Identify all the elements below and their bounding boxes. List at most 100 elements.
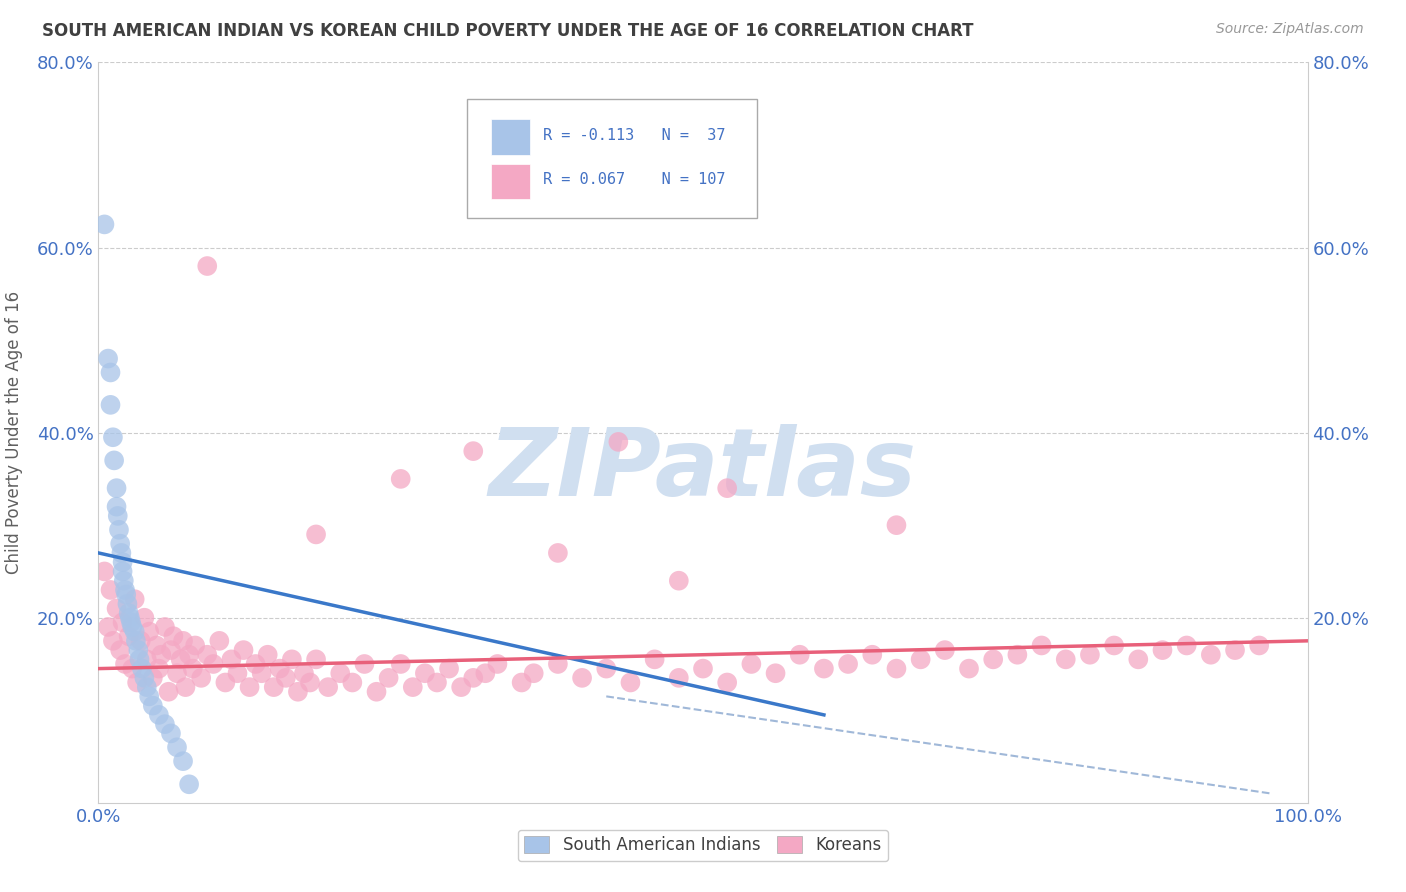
Point [101,430,124,444]
Point [413,666,436,681]
FancyBboxPatch shape [492,120,530,155]
Point [111,555,134,569]
Point [402,680,425,694]
Point [1223,643,1246,657]
Point [789,648,811,662]
Point [135,680,157,694]
Point [202,657,225,671]
Point [111,615,134,630]
Point [716,481,738,495]
Point [523,666,546,681]
Point [150,648,173,662]
Point [105,481,128,495]
Point [1175,639,1198,653]
Point [860,648,883,662]
Point [124,624,146,639]
Point [644,652,666,666]
Point [121,620,143,634]
Point [263,680,285,694]
Point [740,657,762,671]
Point [221,652,243,666]
Point [145,639,167,653]
Point [571,671,593,685]
Point [121,662,143,676]
Point [232,643,254,657]
Point [389,472,412,486]
Point [195,259,218,273]
Point [181,662,204,676]
Point [93,565,115,579]
Point [837,657,859,671]
Point [110,546,132,560]
Point [127,675,149,690]
Point [97,351,120,366]
Point [153,717,176,731]
Point [128,652,150,666]
Point [138,690,160,704]
Point [184,639,207,653]
Point [179,648,201,662]
Point [179,777,201,791]
Point [463,444,485,458]
Point [105,500,128,514]
Point [120,615,142,630]
Point [100,398,122,412]
Point [129,633,152,648]
Point [135,652,157,666]
Point [103,453,125,467]
Point [1128,652,1150,666]
Point [1078,648,1101,662]
Point [226,666,249,681]
Point [108,536,131,550]
Point [287,685,309,699]
Point [142,698,165,713]
Point [547,657,569,671]
Point [108,523,131,537]
Point [668,671,690,685]
Text: R = 0.067    N = 107: R = 0.067 N = 107 [543,172,725,187]
Text: SOUTH AMERICAN INDIAN VS KOREAN CHILD POVERTY UNDER THE AGE OF 16 CORRELATION CH: SOUTH AMERICAN INDIAN VS KOREAN CHILD PO… [42,22,974,40]
Text: ZIPatlas: ZIPatlas [489,424,917,516]
Point [765,666,787,681]
Point [131,662,153,676]
Point [1152,643,1174,657]
Point [239,680,262,694]
Point [281,652,304,666]
Point [134,610,156,624]
Point [269,662,291,676]
Point [118,610,141,624]
Point [114,657,136,671]
Point [1031,639,1053,653]
Point [138,624,160,639]
Point [1007,648,1029,662]
Point [342,675,364,690]
Point [100,582,122,597]
Point [157,685,180,699]
Point [195,648,218,662]
Point [101,633,124,648]
Point [668,574,690,588]
Point [153,620,176,634]
Point [93,218,115,232]
Point [160,643,183,657]
Point [377,671,399,685]
Point [148,662,170,676]
Point [245,657,267,671]
Point [142,671,165,685]
FancyBboxPatch shape [467,99,758,218]
Point [305,527,328,541]
Point [174,680,197,694]
Point [118,606,141,620]
Point [486,657,509,671]
Point [329,666,352,681]
Point [1054,652,1077,666]
Point [111,565,134,579]
Point [547,546,569,560]
Point [934,643,956,657]
Point [957,662,980,676]
Point [100,366,122,380]
Point [169,652,191,666]
Point [108,643,131,657]
Point [148,707,170,722]
Point [716,675,738,690]
